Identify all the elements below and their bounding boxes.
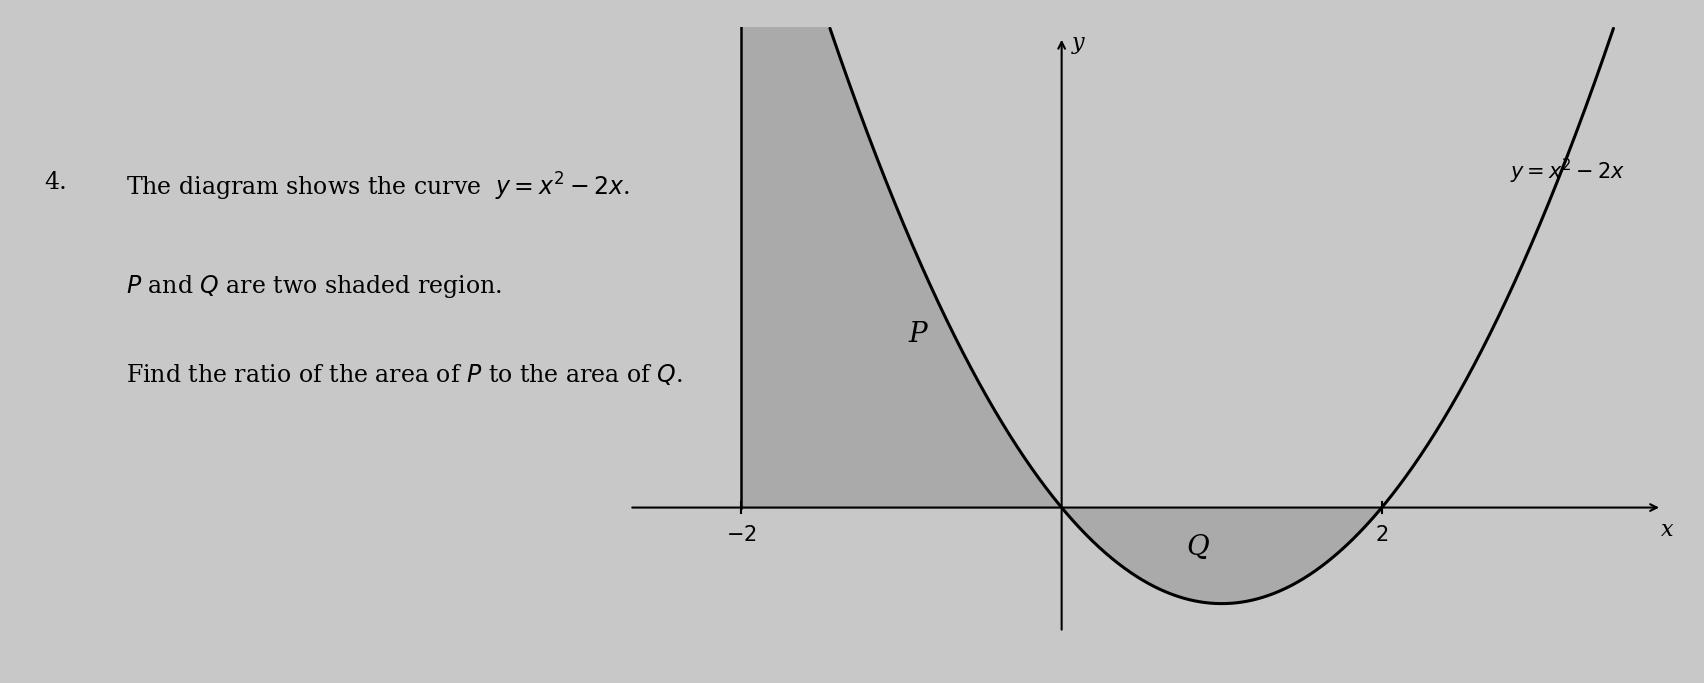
Text: $-2$: $-2$ — [726, 525, 757, 545]
Text: y: y — [1072, 32, 1084, 54]
Text: $y=x^2-2x$: $y=x^2-2x$ — [1510, 157, 1626, 186]
Text: The diagram shows the curve  $y = x^2 - 2x$.: The diagram shows the curve $y = x^2 - 2… — [126, 171, 630, 203]
Text: Q: Q — [1186, 534, 1210, 561]
Text: $P$ and $Q$ are two shaded region.: $P$ and $Q$ are two shaded region. — [126, 273, 503, 301]
Text: P: P — [908, 321, 927, 348]
Text: Find the ratio of the area of $P$ to the area of $Q$.: Find the ratio of the area of $P$ to the… — [126, 362, 683, 387]
Text: $2$: $2$ — [1375, 525, 1389, 545]
Text: x: x — [1660, 519, 1673, 541]
Text: 4.: 4. — [44, 171, 66, 194]
